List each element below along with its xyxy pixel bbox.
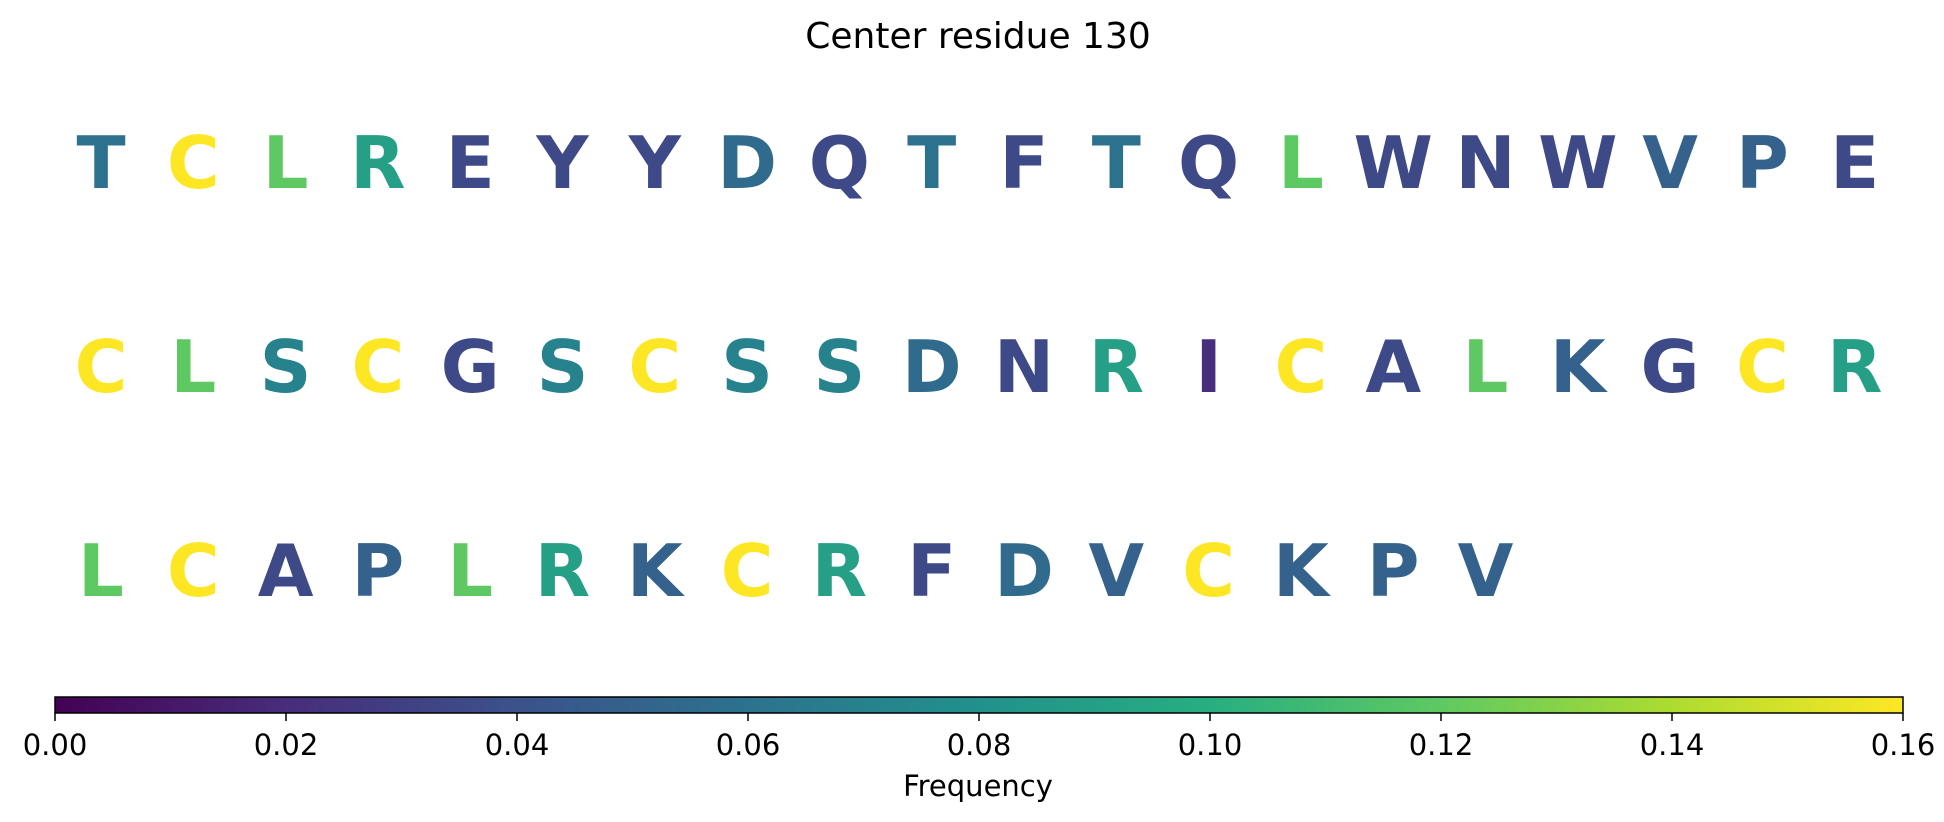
- residue-letter: L: [1278, 121, 1324, 205]
- residue-letter: E: [1830, 121, 1879, 205]
- residue-letter: G: [1641, 325, 1700, 409]
- residue-letter: A: [258, 529, 314, 613]
- residue-letter: L: [170, 325, 216, 409]
- colorbar-tick-label: 0.08: [947, 728, 1012, 762]
- residue-letter: T: [907, 121, 956, 205]
- residue-letter: S: [813, 325, 865, 409]
- residue-letter: W: [1353, 121, 1432, 205]
- residue-letter: C: [75, 325, 128, 409]
- residue-letter: N: [994, 325, 1054, 409]
- residue-letter: Y: [628, 121, 682, 205]
- residue-letter: C: [1736, 325, 1789, 409]
- residue-letter: P: [1736, 121, 1789, 205]
- residue-letter: T: [1092, 121, 1141, 205]
- residue-letter: K: [1550, 325, 1608, 409]
- residue-letter: R: [812, 529, 867, 613]
- residue-letter: R: [535, 529, 590, 613]
- residue-letter: W: [1538, 121, 1617, 205]
- colorbar: 0.00 0.02 0.04 0.06 0.08 0.10 0.12 0.14 0.16 Fre…: [23, 696, 1936, 803]
- residue-letter: F: [907, 529, 956, 613]
- residue-letter: P: [352, 529, 405, 613]
- residue-letter: V: [1088, 529, 1144, 613]
- residue-letter: L: [447, 529, 493, 613]
- residue-letter: D: [994, 529, 1054, 613]
- residue-letter: S: [721, 325, 773, 409]
- residue-letter: L: [78, 529, 124, 613]
- residue-letter: T: [76, 121, 125, 205]
- residue-letter: A: [1365, 325, 1421, 409]
- residue-letter: C: [351, 325, 404, 409]
- residue-letter: C: [167, 121, 220, 205]
- residue-letter: D: [717, 121, 777, 205]
- residue-letter: R: [1089, 325, 1144, 409]
- residue-letter: R: [350, 121, 405, 205]
- residue-letter: S: [537, 325, 589, 409]
- colorbar-tick-label: 0.12: [1409, 728, 1474, 762]
- colorbar-tick-label: 0.04: [485, 728, 550, 762]
- residue-letter: S: [260, 325, 312, 409]
- residue-letter: C: [1274, 325, 1327, 409]
- residue-letter: C: [167, 529, 220, 613]
- residue-letter: D: [902, 325, 962, 409]
- residue-letter: C: [721, 529, 774, 613]
- residue-letter: C: [628, 325, 681, 409]
- colorbar-ticks: 0.00 0.02 0.04 0.06 0.08 0.10 0.12 0.14 0.16: [23, 713, 1936, 762]
- residue-letter: N: [1455, 121, 1515, 205]
- residue-letter: K: [627, 529, 685, 613]
- colorbar-tick-label: 0.06: [716, 728, 781, 762]
- colorbar-tick-label: 0.14: [1640, 728, 1705, 762]
- residue-letter: P: [1367, 529, 1420, 613]
- residue-letter: R: [1827, 325, 1882, 409]
- colorbar-tick-label: 0.16: [1871, 728, 1936, 762]
- colorbar-gradient: [54, 696, 1904, 714]
- residue-letter: C: [1182, 529, 1235, 613]
- residue-letter: Q: [1178, 121, 1239, 205]
- colorbar-tick-label: 0.10: [1178, 728, 1243, 762]
- residue-letter: G: [441, 325, 500, 409]
- colorbar-tick-label: 0.02: [254, 728, 319, 762]
- residue-letter: K: [1273, 529, 1331, 613]
- chart-title: Center residue 130: [805, 16, 1151, 57]
- residue-letters: T C L R E Y Y D Q T F T Q L W N W V P EC L S C G S C S S D N R I C A L K G C R…: [75, 121, 1883, 613]
- residue-letter: I: [1195, 325, 1222, 409]
- residue-letter: L: [1463, 325, 1509, 409]
- residue-letter: E: [446, 121, 495, 205]
- colorbar-tick-label: 0.00: [23, 728, 88, 762]
- residue-letter: Y: [535, 121, 589, 205]
- colorbar-label: Frequency: [903, 769, 1053, 803]
- residue-letter: F: [999, 121, 1048, 205]
- residue-letter: Q: [809, 121, 870, 205]
- residue-letter: L: [263, 121, 309, 205]
- residue-letter: V: [1642, 121, 1698, 205]
- residue-letter: V: [1458, 529, 1514, 613]
